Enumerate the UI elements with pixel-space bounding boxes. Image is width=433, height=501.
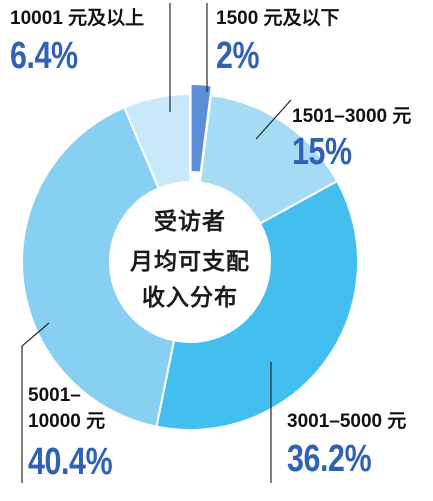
percent-label-1501-3000: 15% [292,131,352,173]
percent-label-5001-10000: 40.4% [28,441,113,483]
category-label-10001-and-above: 10001 元及以上 [10,8,145,29]
center-title-line: 收入分布 [142,284,238,311]
percent-label-1500-and-below: 2% [216,35,260,77]
donut-slice [21,106,176,428]
donut-slice [155,180,359,431]
leader-line-1501-3000 [255,99,292,140]
donut-slice [123,93,191,190]
leader-line-5001-10000 [21,322,50,483]
percent-label-3001-5000: 36.2% [287,438,372,480]
center-title-line: 月均可支配 [130,248,250,275]
category-label-5001-10000-line1: 5001– [28,385,81,406]
center-title-line: 受访者 [154,208,226,235]
category-label-1500-and-below: 1500 元及以下 [216,8,340,29]
leader-lines [21,3,292,483]
category-label-3001-5000: 3001–5000 元 [287,411,407,432]
percent-label-10001-and-above: 6.4% [10,35,78,77]
category-label-5001-10000-line2: 10000 元 [28,411,106,432]
slices-group [21,83,359,431]
category-label-1501-3000: 1501–3000 元 [292,106,412,127]
